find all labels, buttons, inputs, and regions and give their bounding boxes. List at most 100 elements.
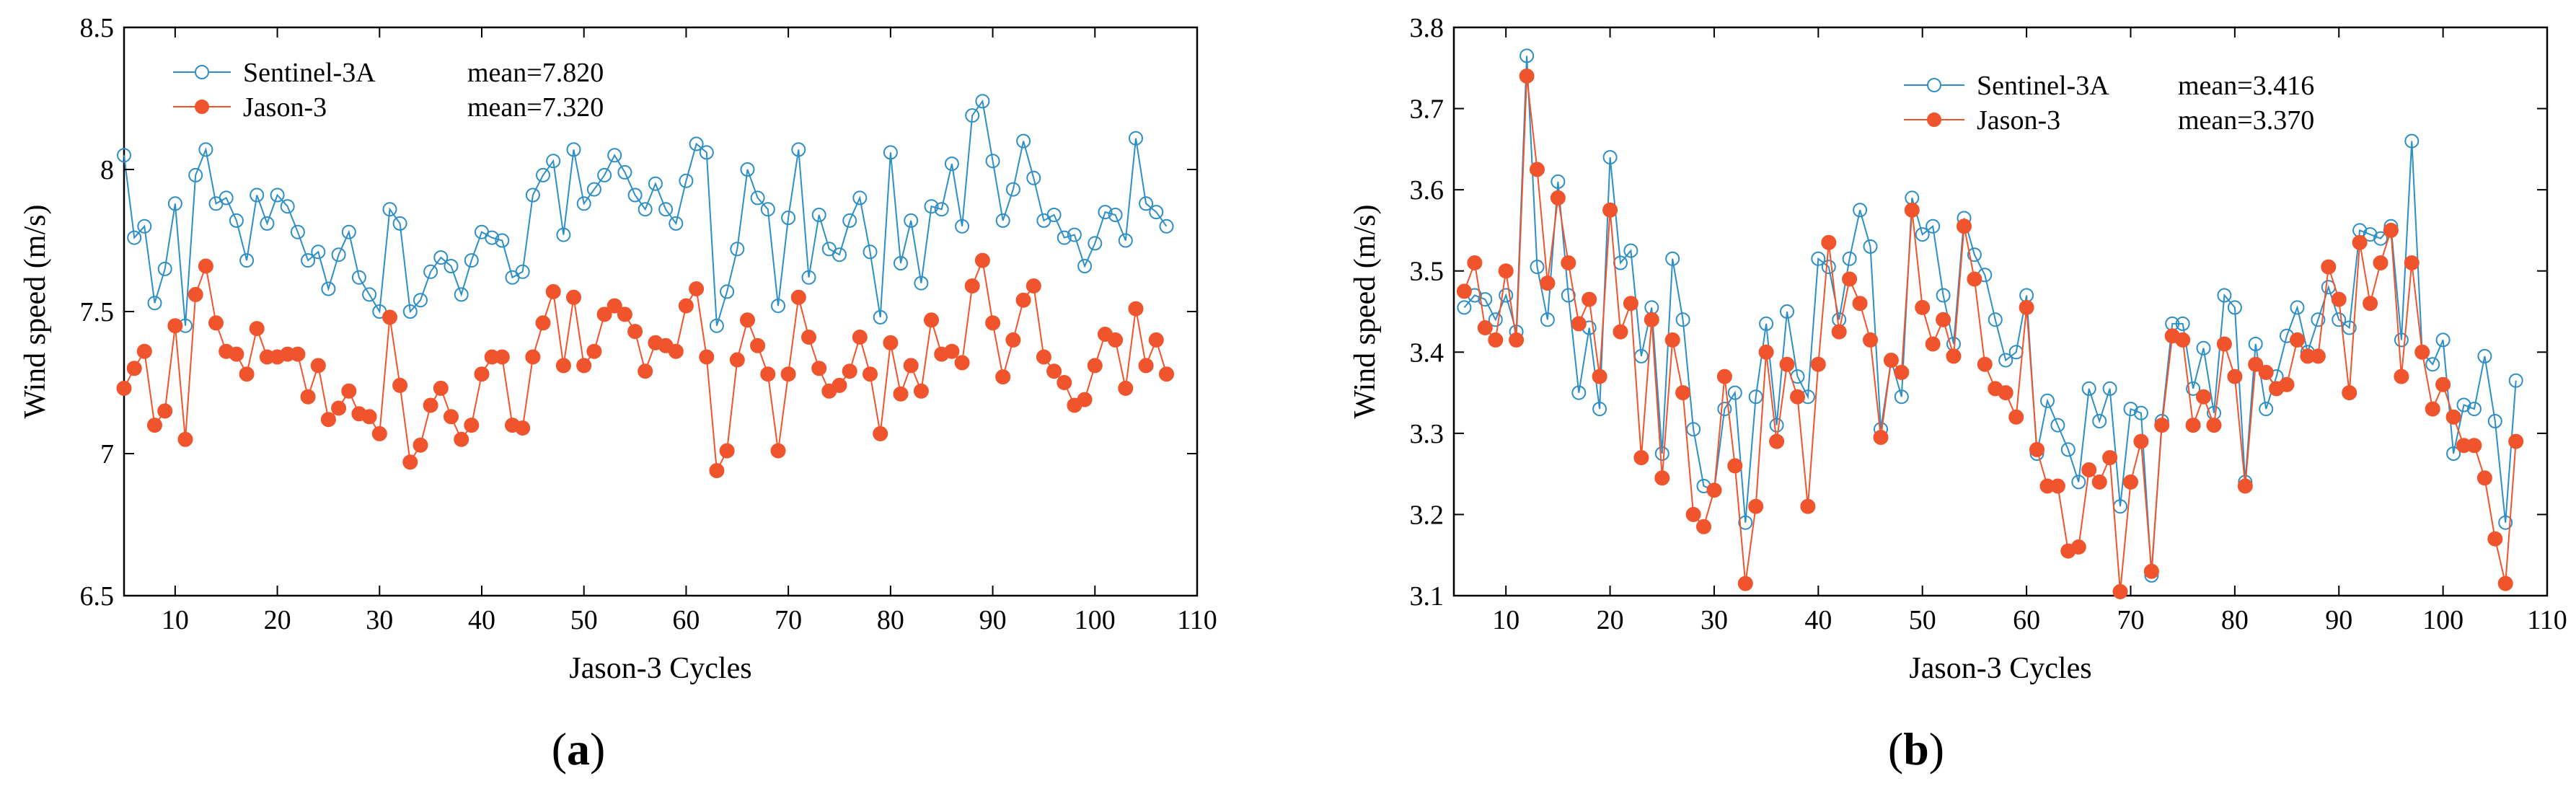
data-point-jason-3 [1696,519,1711,534]
data-point-sentinel-3a [1613,255,1628,270]
x-tick-label: 60 [2013,605,2040,635]
data-point-sentinel-3a [832,247,847,263]
series-line-sentinel-3a [123,99,1168,326]
data-point-jason-3 [2373,255,2388,270]
data-point-jason-3 [157,403,173,419]
data-point-jason-3 [638,363,653,379]
data-point-sentinel-3a [1644,300,1659,315]
data-point-sentinel-3a [2435,332,2451,348]
data-point-sentinel-3a [2123,402,2138,417]
data-point-sentinel-3a [444,259,459,273]
data-point-jason-3 [2342,385,2357,401]
data-point-jason-3 [1633,450,1649,466]
legend-mean-sentinel-b: mean=3.416 [2178,71,2314,101]
data-point-sentinel-3a [760,202,775,217]
data-point-jason-3 [1550,190,1566,206]
data-point-jason-3 [1561,255,1576,270]
data-point-jason-3 [1530,162,1545,177]
data-point-sentinel-3a [1936,288,1951,303]
data-point-jason-3 [2216,336,2232,352]
data-point-jason-3 [2394,369,2409,384]
data-point-jason-3 [2321,259,2337,275]
x-tick-label: 10 [1492,605,1519,635]
data-point-jason-3 [1613,324,1628,340]
data-point-sentinel-3a [2508,373,2523,388]
data-point-jason-3 [1821,234,1837,250]
data-point-sentinel-3a [944,156,959,172]
data-point-sentinel-3a [1077,259,1093,273]
data-point-sentinel-3a [423,264,438,279]
data-point-jason-3 [2414,344,2430,360]
data-point-jason-3 [2435,376,2451,392]
data-point-jason-3 [1894,364,1910,380]
legend-mean-sentinel-a: mean=7.820 [467,58,604,88]
data-point-sentinel-3a [597,167,612,182]
data-point-sentinel-3a [914,275,929,291]
data-point-jason-3 [515,420,531,436]
data-point-jason-3 [1842,271,1858,287]
x-tick-label: 40 [468,605,495,635]
data-point-jason-3 [229,346,244,362]
data-point-sentinel-3a [995,213,1010,228]
data-point-jason-3 [1769,433,1785,449]
data-point-sentinel-3a [147,296,162,311]
data-point-jason-3 [678,298,694,314]
data-point-sentinel-3a [904,213,919,228]
data-point-sentinel-3a [2060,442,2076,457]
data-point-jason-3 [627,324,643,340]
data-point-jason-3 [699,349,715,365]
data-point-jason-3 [790,289,806,305]
data-point-jason-3 [2425,401,2440,417]
data-point-jason-3 [1571,316,1587,332]
data-point-jason-3 [1831,324,1847,340]
data-point-jason-3 [1456,283,1472,299]
y-tick-label: 3.6 [1410,175,1444,206]
data-point-jason-3 [964,278,980,294]
data-point-sentinel-3a [127,230,142,245]
data-point-sentinel-3a [433,250,449,265]
data-point-jason-3 [2248,356,2264,372]
data-point-jason-3 [863,366,878,382]
data-point-jason-3 [310,358,326,374]
data-point-sentinel-3a [2008,345,2024,360]
data-point-jason-3 [2290,332,2305,348]
y-tick-label: 7 [100,439,114,469]
data-point-jason-3 [1057,375,1072,390]
data-point-sentinel-3a [1967,247,1982,263]
data-point-jason-3 [535,315,551,331]
data-point-sentinel-3a [791,142,806,157]
data-point-jason-3 [1977,356,1993,372]
data-point-jason-3 [423,397,438,413]
data-point-jason-3 [2081,462,2097,477]
data-point-sentinel-3a [1926,219,1941,234]
data-point-jason-3 [1675,385,1691,401]
data-point-sentinel-3a [1988,312,2003,327]
data-point-jason-3 [208,315,224,331]
data-point-sentinel-3a [638,202,653,217]
data-point-jason-3 [596,306,612,322]
legend-mean-jason-b: mean=3.370 [2178,105,2314,136]
data-point-jason-3 [188,286,203,302]
data-point-sentinel-3a [811,208,826,222]
legend-label-sentinel-a: Sentinel-3A [243,58,376,88]
data-point-sentinel-3a [2050,418,2065,433]
data-point-sentinel-3a [801,270,816,285]
x-tick-label: 30 [1701,605,1728,635]
data-point-jason-3 [2310,348,2326,364]
data-point-jason-3 [2123,474,2138,490]
x-tick-label: 20 [264,605,291,635]
data-point-jason-3 [1467,255,1483,270]
x-axis-label-b: Jason-3 Cycles [1909,652,2091,685]
data-point-jason-3 [2497,575,2513,591]
legend-label-jason-a: Jason-3 [243,92,327,123]
data-point-sentinel-3a [1863,239,1878,254]
x-tick-label: 50 [570,605,598,635]
data-point-sentinel-3a [1540,312,1555,327]
data-point-sentinel-3a [648,176,663,191]
data-point-sentinel-3a [311,244,326,260]
data-point-jason-3 [392,377,408,393]
data-point-sentinel-3a [1811,251,1826,266]
data-point-jason-3 [740,312,755,328]
data-point-sentinel-3a [2332,312,2347,327]
data-point-jason-3 [2175,332,2191,348]
